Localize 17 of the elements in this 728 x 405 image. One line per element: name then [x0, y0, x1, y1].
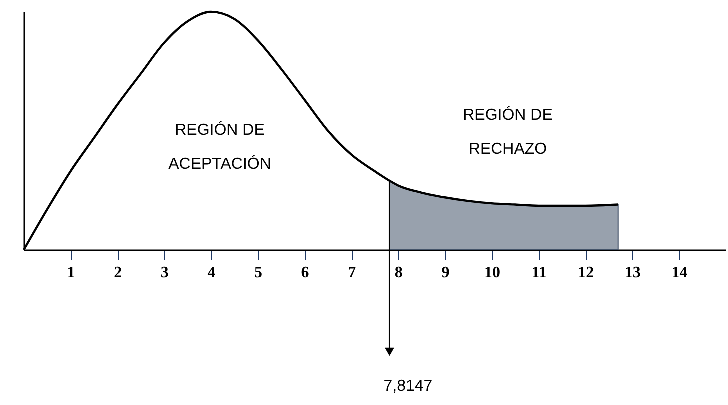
x-tick-label: 5 — [254, 264, 262, 282]
x-tick-label: 1 — [67, 264, 76, 282]
ref-line-label: 7,8147 — [384, 378, 433, 395]
x-tick-label: 2 — [114, 264, 122, 282]
x-tick-label: 11 — [532, 264, 547, 282]
x-tick-label: 4 — [208, 264, 216, 282]
x-tick-label: 7 — [348, 264, 356, 282]
x-tick-label: 8 — [394, 264, 403, 282]
annotation: REGIÓN DE ACEPTACIÓN — [168, 121, 272, 173]
x-tick-label: 3 — [160, 264, 169, 282]
x-tick-label: 14 — [672, 264, 688, 282]
x-tick-label: 12 — [578, 264, 594, 282]
x-tick-label: 10 — [484, 264, 500, 282]
x-tick-label: 9 — [442, 264, 450, 282]
x-tick-label: 13 — [624, 264, 641, 282]
annotation: REGIÓN DE RECHAZO — [463, 106, 553, 158]
x-tick-label: 6 — [301, 264, 310, 282]
